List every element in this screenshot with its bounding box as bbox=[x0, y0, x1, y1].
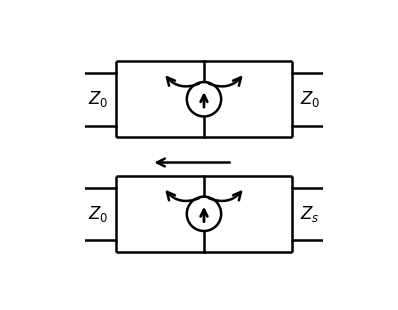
Text: $Z_0$: $Z_0$ bbox=[88, 89, 108, 109]
Bar bbox=[80, 188, 116, 240]
Bar bbox=[292, 188, 328, 240]
Circle shape bbox=[187, 82, 221, 117]
Bar bbox=[80, 73, 116, 126]
Circle shape bbox=[187, 197, 221, 231]
Text: $Z_0$: $Z_0$ bbox=[88, 204, 108, 224]
Text: $Z_0$: $Z_0$ bbox=[300, 89, 320, 109]
Text: $Z_s$: $Z_s$ bbox=[300, 204, 320, 224]
Bar bbox=[292, 73, 328, 126]
